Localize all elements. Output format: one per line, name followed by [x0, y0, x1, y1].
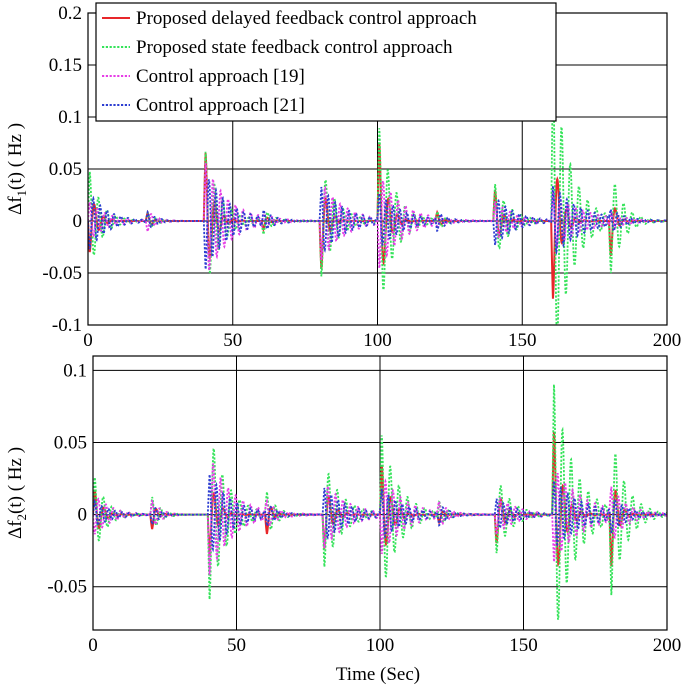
series-group — [88, 66, 667, 325]
series-group — [93, 384, 667, 620]
x-tick-label: 100 — [363, 330, 392, 351]
x-tick-label: 100 — [366, 635, 395, 656]
y-tick-label: 0 — [78, 505, 88, 526]
series-line-4 — [93, 474, 667, 553]
y-axis-label: Δf2(t) ( Hz ) — [5, 447, 29, 539]
x-tick-label: 150 — [508, 330, 537, 351]
x-tick-label: 150 — [509, 635, 538, 656]
y-tick-label: -0.1 — [52, 315, 82, 336]
legend-label: Control approach [19] — [136, 66, 305, 87]
y-tick-label: 0 — [73, 211, 83, 232]
y-tick-label: 0.05 — [54, 433, 87, 454]
y-tick-label: 0.1 — [63, 360, 87, 381]
x-tick-label: 0 — [83, 330, 93, 351]
x-tick-label: 0 — [88, 635, 98, 656]
y-tick-label: -0.05 — [42, 263, 82, 284]
y-tick-label: 0.1 — [58, 107, 82, 128]
y-tick-label: 0.05 — [49, 159, 82, 180]
top-chart: 0 50 100 150 200 -0.1 -0.05 0 0.05 0.1 0.15 0.2 Δf1(… — [5, 2, 682, 351]
x-tick-label: 50 — [223, 330, 242, 351]
series-line-4 — [88, 179, 667, 270]
legend-label: Proposed delayed feedback control approa… — [136, 8, 477, 29]
x-axis-label: Time (Sec) — [336, 664, 420, 685]
y-tick-label: 0.2 — [58, 3, 82, 24]
x-tick-label: 50 — [227, 635, 246, 656]
x-tick-label: 200 — [653, 635, 682, 656]
y-tick-label: -0.05 — [47, 577, 87, 598]
plot-frame — [92, 355, 668, 631]
legend-box — [95, 2, 557, 122]
legend-label: Proposed state feedback control approach — [136, 37, 453, 58]
y-tick-label: 0.15 — [49, 55, 82, 76]
bottom-chart: 0 50 100 150 200 -0.05 0 0.05 0.1 Δf2(t) ( Hz ) — [5, 355, 682, 656]
y-axis-label: Δf1(t) ( Hz ) — [5, 123, 29, 215]
x-tick-label: 200 — [653, 330, 682, 351]
legend-label: Control approach [21] — [136, 95, 305, 116]
legend: Proposed delayed feedback control approa… — [95, 2, 557, 122]
